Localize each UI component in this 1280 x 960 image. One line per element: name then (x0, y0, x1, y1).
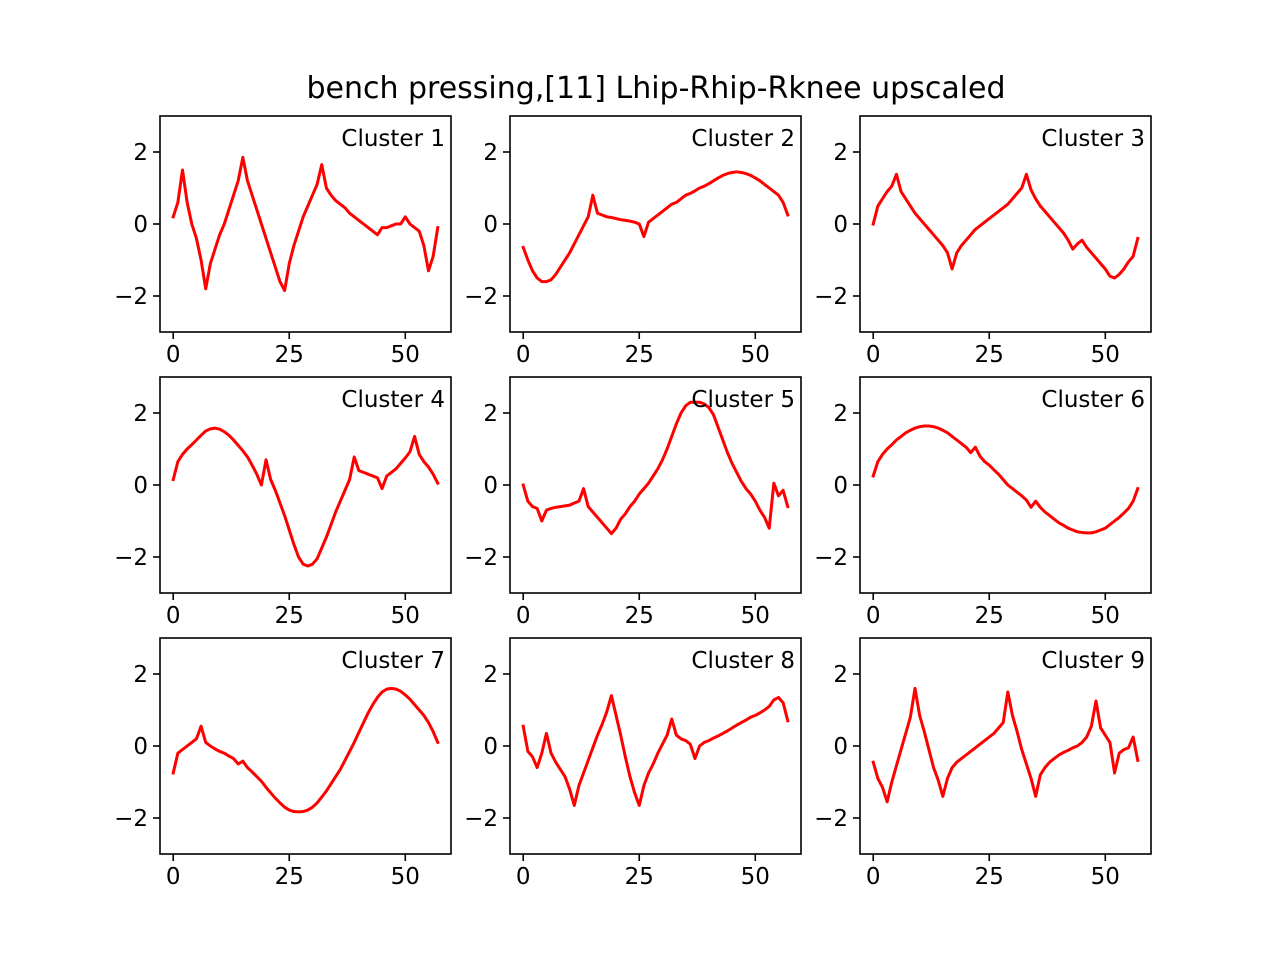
subplot-label: Cluster 2 (691, 126, 795, 152)
x-tick-label: 50 (741, 864, 770, 890)
y-tick-label: 2 (833, 401, 848, 427)
x-tick-label: 50 (391, 603, 420, 629)
x-tick-label: 50 (741, 603, 770, 629)
series-line (521, 400, 790, 536)
x-tick-label: 50 (1091, 603, 1120, 629)
series-line (871, 172, 1140, 280)
x-tick-label: 25 (625, 342, 654, 368)
subplot-label: Cluster 5 (691, 387, 795, 413)
subplot-label: Cluster 1 (341, 126, 445, 152)
y-tick-label: 0 (133, 212, 148, 238)
x-tick-label: 0 (516, 603, 531, 629)
y-tick-label: 2 (133, 140, 148, 166)
y-tick-label: 0 (133, 734, 148, 760)
subplot-label: Cluster 6 (1041, 387, 1145, 413)
y-tick-label: 2 (133, 662, 148, 688)
x-tick-label: 25 (625, 864, 654, 890)
x-tick-label: 25 (975, 603, 1004, 629)
x-tick-label: 25 (275, 342, 304, 368)
y-tick-label: 2 (483, 140, 498, 166)
x-tick-label: 25 (625, 603, 654, 629)
series-line (171, 686, 440, 814)
x-tick-label: 0 (516, 342, 531, 368)
series-line (871, 686, 1140, 804)
subplot-9: 0 25 50 −2 0 2 Cluster 9 (814, 637, 1152, 890)
x-tick-label: 25 (275, 603, 304, 629)
y-tick-label: 2 (483, 662, 498, 688)
y-tick-label: −2 (114, 545, 148, 571)
subplot-2: 0 25 50 −2 0 2 Cluster 2 (464, 115, 802, 368)
y-tick-label: 2 (833, 140, 848, 166)
series-line (871, 424, 1140, 535)
y-tick-label: 2 (133, 401, 148, 427)
x-tick-label: 0 (166, 342, 181, 368)
x-tick-label: 0 (866, 603, 881, 629)
x-tick-label: 0 (166, 603, 181, 629)
x-tick-label: 0 (516, 864, 531, 890)
x-tick-label: 0 (866, 342, 881, 368)
y-tick-label: −2 (814, 545, 848, 571)
x-tick-label: 50 (1091, 342, 1120, 368)
subplot-label: Cluster 7 (341, 648, 445, 674)
y-tick-label: −2 (814, 806, 848, 832)
y-tick-label: 0 (483, 473, 498, 499)
subplot-grid: 0 25 50 −2 0 2 Cluster 1 0 25 50 −2 0 2 Cluster 2 0 25 5… (114, 115, 1152, 890)
y-tick-label: −2 (114, 806, 148, 832)
series-line (521, 694, 790, 807)
y-tick-label: −2 (464, 284, 498, 310)
subplot-label: Cluster 4 (341, 387, 445, 413)
subplot-1: 0 25 50 −2 0 2 Cluster 1 (114, 115, 452, 368)
x-tick-label: 25 (275, 864, 304, 890)
x-tick-label: 50 (391, 342, 420, 368)
y-tick-label: 0 (833, 473, 848, 499)
y-tick-label: 0 (483, 734, 498, 760)
x-tick-label: 0 (866, 864, 881, 890)
subplot-3: 0 25 50 −2 0 2 Cluster 3 (814, 115, 1152, 368)
y-tick-label: 0 (133, 473, 148, 499)
x-tick-label: 50 (391, 864, 420, 890)
subplot-8: 0 25 50 −2 0 2 Cluster 8 (464, 637, 802, 890)
subplot-6: 0 25 50 −2 0 2 Cluster 6 (814, 376, 1152, 629)
subplot-4: 0 25 50 −2 0 2 Cluster 4 (114, 376, 452, 629)
x-tick-label: 25 (975, 864, 1004, 890)
subplot-label: Cluster 3 (1041, 126, 1145, 152)
y-tick-label: 0 (483, 212, 498, 238)
y-tick-label: −2 (464, 545, 498, 571)
y-tick-label: 2 (483, 401, 498, 427)
series-line (171, 155, 440, 293)
x-tick-label: 25 (975, 342, 1004, 368)
x-tick-label: 50 (1091, 864, 1120, 890)
subplot-5: 0 25 50 −2 0 2 Cluster 5 (464, 376, 802, 629)
y-tick-label: 0 (833, 734, 848, 760)
y-tick-label: −2 (114, 284, 148, 310)
y-tick-label: 0 (833, 212, 848, 238)
series-line (171, 426, 440, 568)
x-tick-label: 0 (166, 864, 181, 890)
y-tick-label: −2 (464, 806, 498, 832)
series-line (521, 170, 790, 284)
subplot-7: 0 25 50 −2 0 2 Cluster 7 (114, 637, 452, 890)
y-tick-label: −2 (814, 284, 848, 310)
subplot-label: Cluster 8 (691, 648, 795, 674)
x-tick-label: 50 (741, 342, 770, 368)
y-tick-label: 2 (833, 662, 848, 688)
subplot-label: Cluster 9 (1041, 648, 1145, 674)
figure-title: bench pressing,[11] Lhip-Rhip-Rknee upsc… (306, 71, 1005, 106)
